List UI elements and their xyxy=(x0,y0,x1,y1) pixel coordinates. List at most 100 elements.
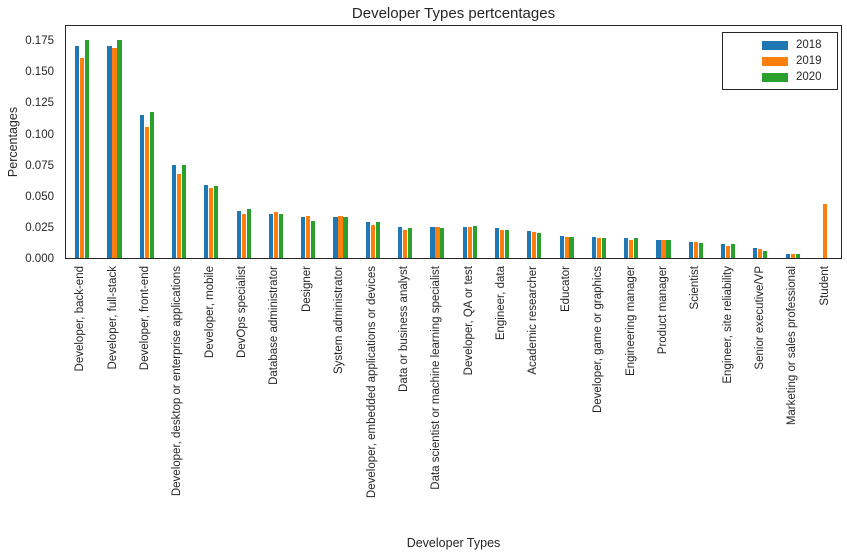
x-tick-cell: Engineer, site reliability xyxy=(713,261,745,533)
x-tick-label: Database administrator xyxy=(268,266,281,385)
x-tick-label: Developer, back-end xyxy=(74,266,87,372)
bar-2020 xyxy=(343,217,348,258)
bar-2019 xyxy=(661,239,666,258)
bar-2020 xyxy=(472,225,477,258)
bar-2019 xyxy=(790,254,795,258)
bar-group xyxy=(809,26,841,258)
legend-label: 2019 xyxy=(796,55,822,67)
bar-2019 xyxy=(112,48,117,258)
x-tick-label: Marketing or sales professional xyxy=(786,266,799,426)
bar-2018 xyxy=(527,230,532,258)
bar-2020 xyxy=(601,238,606,258)
x-tick-label: Designer xyxy=(300,266,313,313)
bar-2019 xyxy=(467,227,472,258)
bar-2019 xyxy=(241,213,246,258)
bar-2018 xyxy=(721,244,726,258)
y-tick-label: 0.000 xyxy=(25,253,54,265)
bar-2020 xyxy=(278,213,283,258)
x-tick-label: Developer, QA or test xyxy=(462,266,475,376)
bar-2020 xyxy=(149,112,154,258)
bar-group xyxy=(777,26,809,258)
bar-2020 xyxy=(181,165,187,258)
bar-2019 xyxy=(80,58,85,258)
bar-group xyxy=(583,26,615,258)
bar-2019 xyxy=(693,241,698,258)
bar-group xyxy=(66,26,98,258)
bar-2018 xyxy=(398,227,403,258)
bar-group xyxy=(98,26,130,258)
bar-2019 xyxy=(758,249,763,258)
x-tick-cell: Developer, desktop or enterprise applica… xyxy=(162,261,194,533)
bar-2020 xyxy=(311,220,316,258)
bar-group xyxy=(744,26,776,258)
bar-2020 xyxy=(440,228,445,258)
bar-2018 xyxy=(365,222,370,258)
bar-2020 xyxy=(666,239,671,258)
x-tick-cell: System administrator xyxy=(324,261,356,533)
bar-2019 xyxy=(532,232,537,258)
plot-area xyxy=(65,25,842,259)
bar-2018 xyxy=(753,248,758,258)
x-tick-label: Student xyxy=(818,266,831,306)
bar-2020 xyxy=(730,244,736,258)
bar-2018 xyxy=(430,227,435,258)
x-tick-cell: Developer, game or graphics xyxy=(583,261,615,533)
bar-2019 xyxy=(338,216,343,258)
bar-2018 xyxy=(268,213,274,258)
x-tick-label: System administrator xyxy=(333,266,346,375)
x-tick-label: Senior executive/VP xyxy=(754,266,767,370)
x-tick-label: Product manager xyxy=(656,266,669,355)
bar-group xyxy=(324,26,356,258)
bar-group xyxy=(615,26,647,258)
bar-2019 xyxy=(822,203,828,258)
bar-2019 xyxy=(273,212,279,258)
bar-2018 xyxy=(559,235,564,258)
x-tick-cell: Product manager xyxy=(648,261,680,533)
legend: 2018 2019 2020 xyxy=(722,32,838,90)
x-tick-label: Educator xyxy=(559,266,572,313)
bar-2018 xyxy=(656,239,661,258)
x-tick-cell: DevOps specialist xyxy=(227,261,259,533)
y-tick-label: 0.025 xyxy=(25,221,54,234)
bar-2018 xyxy=(139,114,144,258)
bar-group xyxy=(292,26,324,258)
bar-2020 xyxy=(214,186,219,258)
bar-2020 xyxy=(85,39,90,258)
bar-2019 xyxy=(403,229,408,258)
x-tick-cell: Developer, embedded applications or devi… xyxy=(356,261,388,533)
x-tick-cell: Academic researcher xyxy=(518,261,550,533)
bar-2020 xyxy=(569,237,574,258)
x-tick-label: Data or business analyst xyxy=(397,266,410,392)
bar-group xyxy=(486,26,518,258)
bar-group xyxy=(260,26,292,258)
x-tick-cell: Senior executive/VP xyxy=(745,261,777,533)
legend-swatch-2019 xyxy=(762,56,788,66)
bar-2018 xyxy=(494,228,500,258)
x-tick-label: DevOps specialist xyxy=(236,266,249,359)
bar-group xyxy=(163,26,195,258)
bar-2019 xyxy=(725,245,731,258)
bar-2020 xyxy=(504,229,510,258)
x-tick-label: Developer, full-stack xyxy=(106,266,119,370)
x-tick-cell: Developer, mobile xyxy=(195,261,227,533)
legend-item: 2020 xyxy=(762,71,837,83)
legend-label: 2020 xyxy=(796,71,822,83)
bar-2020 xyxy=(117,39,122,258)
bar-group xyxy=(227,26,259,258)
plot-groups xyxy=(66,26,841,258)
y-tick-label: 0.125 xyxy=(25,97,54,110)
x-tick-cell: Engineering manager xyxy=(615,261,647,533)
x-tick-cell: Data scientist or machine learning speci… xyxy=(421,261,453,533)
x-tick-cell: Developer, front-end xyxy=(130,261,162,533)
bar-group xyxy=(712,26,744,258)
x-tick-cell: Marketing or sales professional xyxy=(777,261,809,533)
bar-2018 xyxy=(333,217,338,258)
bar-2020 xyxy=(246,208,251,258)
bar-2019 xyxy=(596,238,601,258)
bar-2019 xyxy=(629,239,634,258)
bar-group xyxy=(357,26,389,258)
y-tick-label: 0.175 xyxy=(25,35,54,48)
bar-2018 xyxy=(624,238,629,258)
bar-group xyxy=(454,26,486,258)
bar-group xyxy=(680,26,712,258)
